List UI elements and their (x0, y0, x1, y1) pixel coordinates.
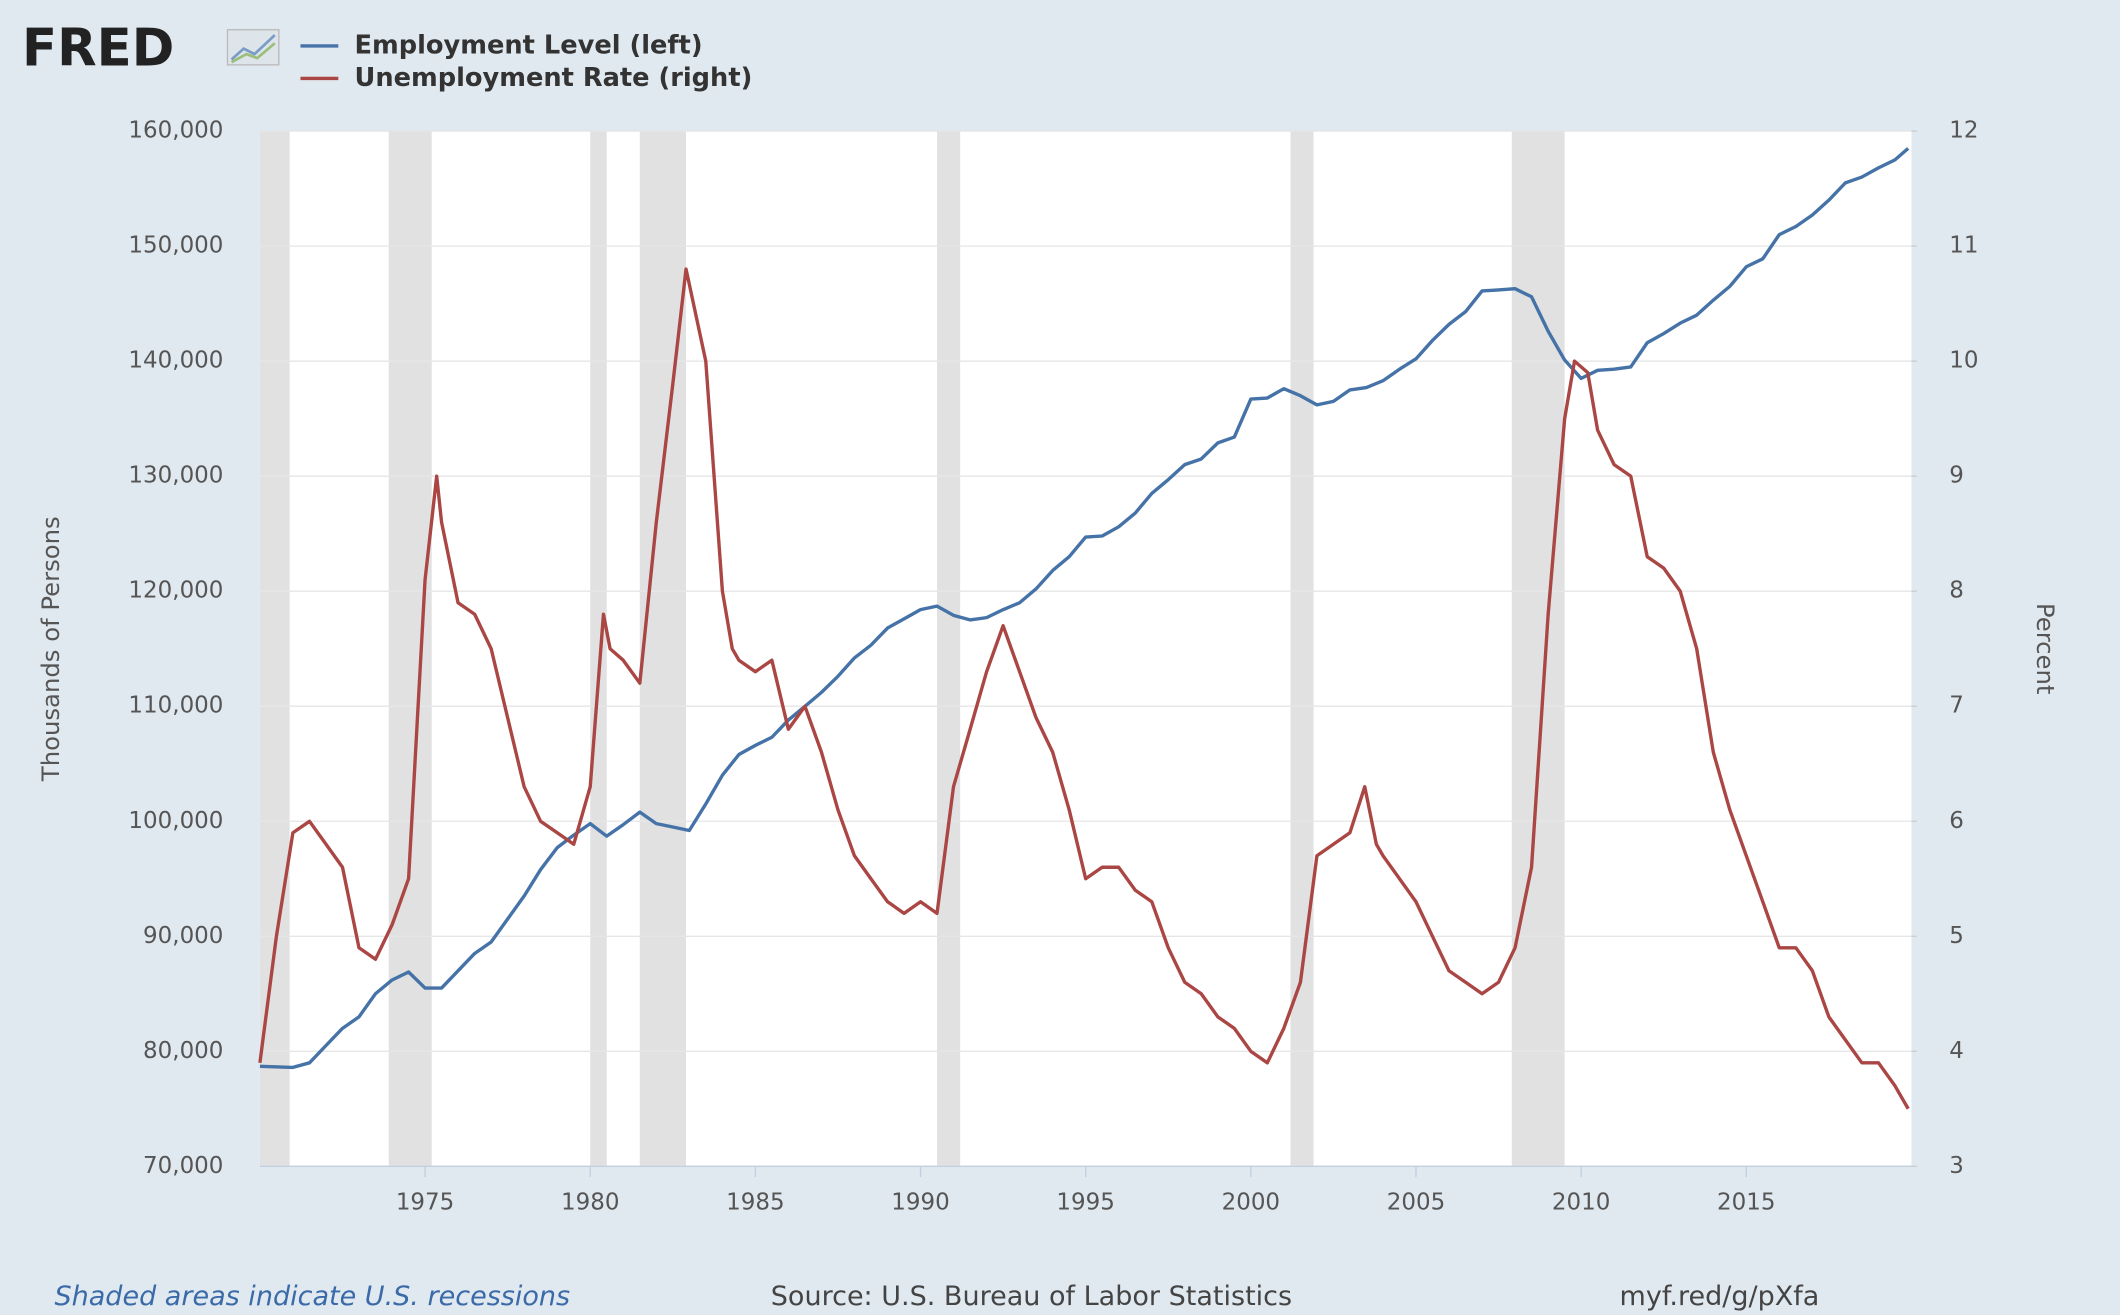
y-tick-label: 70,000 (143, 1153, 223, 1179)
y2-tick-label: 8 (1949, 578, 1964, 604)
recession-band (388, 131, 432, 1167)
y-tick-label: 80,000 (143, 1038, 223, 1064)
x-tick-label: 1995 (1056, 1189, 1114, 1215)
y2-tick-label: 7 (1949, 693, 1964, 719)
grid: 70,000 80,000 90,000 100,000 110,000 120,000 1… (128, 118, 1978, 1216)
lines (258, 147, 1910, 1110)
recession-band (639, 131, 687, 1167)
legend-label: Unemployment Rate (right) (355, 63, 753, 93)
y-tick-label: 130,000 (128, 463, 223, 489)
series-line (259, 147, 1910, 1070)
recession-band (259, 131, 290, 1167)
y2-tick-label: 12 (1949, 118, 1978, 144)
recession-band (1511, 131, 1565, 1167)
y-axis-label: Thousands of Persons (36, 516, 65, 782)
y2-tick-label: 3 (1949, 1153, 1964, 1179)
x-tick-label: 1980 (561, 1189, 619, 1215)
y-tick-label: 90,000 (143, 923, 223, 949)
y2-axis-label: Percent (2031, 603, 2060, 694)
recession-note: Shaded areas indicate U.S. recessions (54, 1281, 570, 1312)
legend: Employment Level (left)Unemployment Rate… (300, 30, 753, 93)
x-tick-label: 1975 (396, 1189, 454, 1215)
link: myf.red/g/pXfa (1620, 1281, 1820, 1312)
y2-tick-label: 5 (1949, 923, 1964, 949)
x-tick-label: 2005 (1387, 1189, 1445, 1215)
y2-tick-label: 11 (1949, 233, 1978, 259)
y-tick-label: 100,000 (128, 808, 223, 834)
y-tick-label: 160,000 (128, 118, 223, 144)
y2-tick-label: 6 (1949, 808, 1964, 834)
plot-area (259, 131, 1912, 1167)
logo-icon (226, 29, 280, 66)
source: Source: U.S. Bureau of Labor Statistics (771, 1281, 1292, 1312)
recession-band (937, 131, 961, 1167)
y2-tick-label: 10 (1949, 348, 1978, 374)
x-tick-label: 1985 (726, 1189, 784, 1215)
x-tick-label: 2000 (1222, 1189, 1280, 1215)
x-tick-label: 2010 (1552, 1189, 1610, 1215)
y-tick-label: 150,000 (128, 233, 223, 259)
recession-band (590, 131, 607, 1167)
recession-bands (259, 131, 1565, 1167)
x-tick-label: 1990 (891, 1189, 949, 1215)
legend-label: Employment Level (left) (355, 30, 703, 60)
series-line (258, 267, 1910, 1110)
y2-tick-label: 4 (1949, 1038, 1964, 1064)
y2-tick-label: 9 (1949, 463, 1964, 489)
logo: FRED (22, 18, 174, 78)
x-tick-label: 2015 (1717, 1189, 1775, 1215)
y-tick-label: 110,000 (128, 693, 223, 719)
y-tick-label: 120,000 (128, 578, 223, 604)
y-tick-label: 140,000 (128, 348, 223, 374)
recession-band (1290, 131, 1314, 1167)
